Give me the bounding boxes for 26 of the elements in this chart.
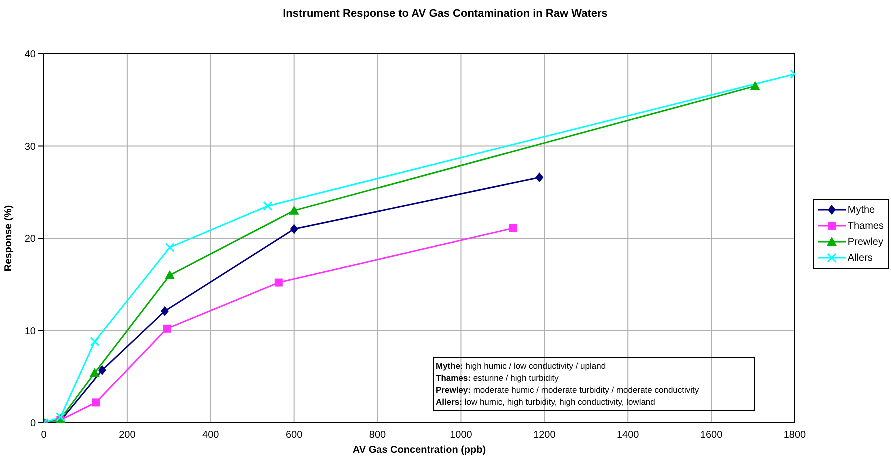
x-tick-label: 1400 [616,430,640,442]
y-tick-label: 0 [30,418,36,430]
annotation: Prewley: moderate humic / moderate turbidity / moderate conductivity [436,384,700,396]
y-tick-label: 40 [24,50,36,61]
x-tick-label: 400 [202,430,220,442]
y-tick-label: 10 [24,326,36,338]
x-tick-label: 1000 [450,430,473,442]
x-tick-label: 800 [369,430,387,442]
annotation: Mythe: high humic / low conductivity / upland [436,360,608,372]
x-tick-label: 0 [41,430,48,442]
legend-label: Mythe [848,204,876,216]
legend-label: Allers [848,252,873,264]
chart-title: Instrument Response to AV Gas Contamination in Raw Waters [282,8,609,20]
annotation: Allers: low humic, high turbidity, high conductivity, lowland [436,396,656,408]
x-axis-title: AV Gas Concentration (ppb) [352,445,486,456]
y-tick-label: 20 [24,234,36,246]
x-tick-label: 600 [286,430,304,442]
x-tick-label: 1200 [534,430,556,442]
x-tick-label: 200 [119,430,136,442]
y-axis-title: Response (%) [4,205,15,272]
legend-label: Prewley [848,236,884,248]
x-tick-label: 1800 [784,430,807,442]
annotation: Thames: esturine / high turbidity [436,372,560,384]
y-tick-label: 30 [24,142,36,153]
x-tick-label: 1600 [700,430,724,442]
legend-label: Thames [848,220,884,232]
